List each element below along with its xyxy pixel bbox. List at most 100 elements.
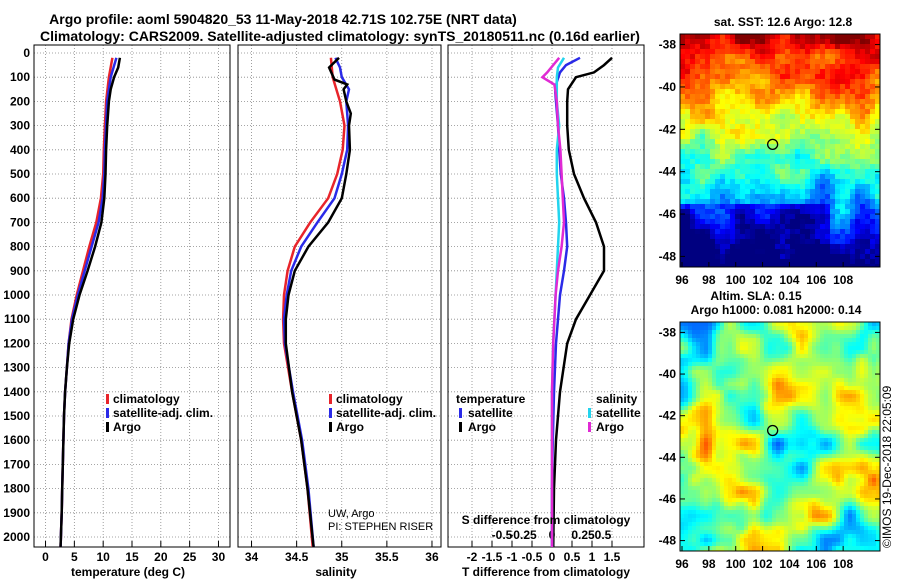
sst-cell bbox=[730, 219, 736, 225]
sst-cell bbox=[845, 104, 851, 110]
sla-cell bbox=[760, 366, 765, 371]
sla-cell bbox=[804, 402, 809, 407]
sla-cell bbox=[776, 506, 781, 511]
sla-cell bbox=[868, 478, 873, 483]
sst-cell bbox=[795, 169, 801, 175]
sla-cell bbox=[732, 370, 737, 375]
sst-cell bbox=[825, 69, 831, 75]
sst-cell bbox=[785, 249, 791, 255]
sla-cell bbox=[768, 354, 773, 359]
sla-cell bbox=[820, 534, 825, 539]
sla-cell bbox=[824, 378, 829, 383]
sst-cell bbox=[795, 194, 801, 200]
sla-cell bbox=[740, 470, 745, 475]
sst-cell bbox=[800, 104, 806, 110]
sla-cell bbox=[688, 374, 693, 379]
sla-cell bbox=[824, 498, 829, 503]
sst-cell bbox=[865, 59, 871, 65]
sst-cell bbox=[785, 219, 791, 225]
sst-cell bbox=[730, 254, 736, 260]
sst-cell bbox=[720, 189, 726, 195]
sla-cell bbox=[692, 510, 697, 515]
sst-cell bbox=[860, 164, 866, 170]
sst-cell bbox=[765, 44, 771, 50]
sla-cell bbox=[688, 490, 693, 495]
sla-cell bbox=[760, 370, 765, 375]
sst-cell bbox=[745, 99, 751, 105]
sla-cell bbox=[796, 506, 801, 511]
sla-cell bbox=[840, 414, 845, 419]
sst-cell bbox=[865, 64, 871, 70]
sst-cell bbox=[735, 254, 741, 260]
sla-cell bbox=[768, 478, 773, 483]
sst-cell bbox=[720, 179, 726, 185]
sla-cell bbox=[804, 434, 809, 439]
sla-cell bbox=[852, 482, 857, 487]
sla-cell bbox=[736, 486, 741, 491]
sst-cell bbox=[850, 169, 856, 175]
sla-cell bbox=[808, 486, 813, 491]
sst-cell bbox=[790, 219, 796, 225]
sla-cell bbox=[708, 430, 713, 435]
sla-cell bbox=[772, 414, 777, 419]
sla-cell bbox=[724, 410, 729, 415]
sla-cell bbox=[784, 350, 789, 355]
sla-cell bbox=[832, 462, 837, 467]
sst-cell bbox=[690, 144, 696, 150]
series-line-argo bbox=[61, 58, 120, 549]
sla-cell bbox=[872, 374, 877, 379]
sla-cell bbox=[740, 346, 745, 351]
sla-cell bbox=[772, 402, 777, 407]
sla-cell bbox=[720, 358, 725, 363]
sla-cell bbox=[772, 450, 777, 455]
sst-cell bbox=[755, 44, 761, 50]
sla-cell bbox=[860, 346, 865, 351]
sla-cell bbox=[816, 442, 821, 447]
sst-cell bbox=[705, 139, 711, 145]
sla-cell bbox=[724, 334, 729, 339]
sst-cell bbox=[750, 119, 756, 125]
sla-cell bbox=[696, 474, 701, 479]
sla-cell bbox=[752, 546, 757, 551]
sst-cell bbox=[715, 219, 721, 225]
sla-cell bbox=[716, 386, 721, 391]
sst-cell bbox=[865, 44, 871, 50]
sst-cell bbox=[775, 174, 781, 180]
sla-cell bbox=[784, 462, 789, 467]
sst-cell bbox=[800, 39, 806, 45]
sla-cell bbox=[824, 518, 829, 523]
sla-cell bbox=[844, 486, 849, 491]
sst-cell bbox=[865, 149, 871, 155]
sst-cell bbox=[735, 194, 741, 200]
sst-cell bbox=[870, 229, 876, 235]
sla-cell bbox=[816, 526, 821, 531]
sla-cell bbox=[696, 490, 701, 495]
sst-cell bbox=[705, 169, 711, 175]
sst-cell bbox=[825, 139, 831, 145]
sla-cell bbox=[792, 522, 797, 527]
sla-cell bbox=[836, 518, 841, 523]
sla-cell bbox=[680, 466, 685, 471]
sla-cell bbox=[748, 410, 753, 415]
sla-cell bbox=[696, 386, 701, 391]
sla-cell bbox=[688, 454, 693, 459]
sla-cell bbox=[780, 386, 785, 391]
sla-cell bbox=[692, 422, 697, 427]
sla-cell bbox=[840, 326, 845, 331]
sst-cell bbox=[765, 34, 771, 40]
sla-cell bbox=[736, 510, 741, 515]
sst-cell bbox=[735, 124, 741, 130]
sla-cell bbox=[740, 474, 745, 479]
sst-cell bbox=[865, 34, 871, 40]
sla-cell bbox=[852, 486, 857, 491]
sst-cell bbox=[730, 169, 736, 175]
sst-cell bbox=[685, 54, 691, 60]
sla-cell bbox=[812, 426, 817, 431]
sst-cell bbox=[735, 219, 741, 225]
sla-cell bbox=[780, 358, 785, 363]
sst-cell bbox=[805, 59, 811, 65]
sla-cell bbox=[828, 482, 833, 487]
sla-cell bbox=[768, 454, 773, 459]
sla-cell bbox=[752, 438, 757, 443]
sla-cell bbox=[712, 338, 717, 343]
